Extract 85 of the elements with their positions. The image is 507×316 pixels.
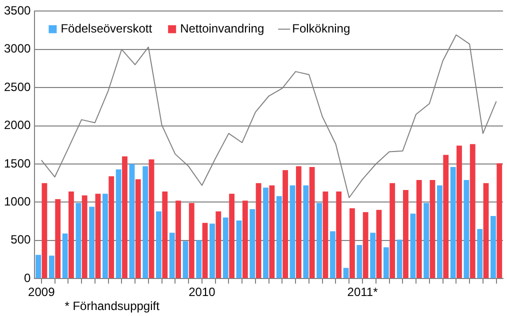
bar: [322, 192, 328, 278]
bar: [470, 144, 476, 278]
bar: [290, 185, 296, 278]
bar: [390, 183, 396, 278]
bar: [456, 146, 462, 278]
bar: [350, 208, 355, 278]
bar: [210, 224, 215, 278]
bar: [396, 240, 402, 278]
bar: [236, 220, 242, 278]
bar: [424, 202, 430, 278]
bar: [229, 194, 234, 278]
bar: [216, 211, 222, 278]
y-tick-label: 500: [10, 232, 32, 247]
bar: [142, 166, 148, 278]
bar: [82, 195, 88, 278]
bar: [242, 200, 248, 278]
bar: [36, 254, 42, 278]
bar: [450, 167, 456, 278]
y-tick-label: 1500: [4, 156, 32, 170]
bar: [169, 232, 175, 278]
legend-label: Nettoinvandring: [180, 22, 264, 36]
y-tick-label: 3500: [4, 4, 32, 18]
y-tick-label: 1000: [4, 194, 32, 209]
bar: [336, 192, 342, 278]
x-tick-label: 2010: [188, 285, 216, 300]
bar: [108, 176, 114, 278]
bar: [89, 206, 95, 278]
bar: [496, 163, 502, 278]
bar: [62, 234, 68, 278]
bar: [263, 188, 268, 278]
bar: [95, 194, 101, 278]
bar: [356, 244, 362, 278]
bar: [296, 166, 302, 278]
legend-label: Folkökning: [292, 22, 350, 36]
bar: [55, 199, 61, 278]
bar: [403, 190, 408, 278]
bar: [282, 170, 288, 278]
bar: [316, 202, 322, 278]
bar: [276, 196, 282, 278]
y-tick-label: 2500: [4, 80, 32, 94]
y-tick-label: 3000: [4, 42, 32, 56]
bar: [362, 212, 368, 278]
bar: [42, 183, 48, 278]
y-tick-label: 0: [24, 270, 32, 285]
x-tick-label: 2009: [28, 285, 56, 300]
bar: [269, 185, 275, 278]
bar: [477, 228, 483, 278]
bar: [370, 232, 376, 278]
bar: [443, 154, 449, 278]
bar: [48, 256, 54, 278]
bar: [188, 202, 194, 278]
bar: [256, 183, 262, 278]
bar: [464, 180, 470, 278]
bar: [122, 156, 128, 278]
bar: [343, 268, 349, 278]
text: * Förhandsuppgift: [64, 299, 160, 313]
x-tick-label: 2011*: [347, 285, 378, 300]
bar: [490, 216, 496, 278]
legend-label: Födelseöverskott: [60, 22, 153, 36]
bar: [148, 159, 154, 278]
bar: [156, 211, 162, 278]
bar: [330, 231, 336, 278]
bar: [383, 247, 389, 278]
y-tick-label: 2000: [4, 118, 32, 132]
bar: [309, 167, 315, 278]
bar: [182, 241, 188, 278]
bar: [222, 217, 228, 278]
bar: [102, 194, 108, 278]
bar: [376, 210, 382, 278]
bar: [129, 164, 135, 278]
bar: [410, 214, 416, 278]
bar: [430, 180, 436, 278]
bar: [135, 179, 141, 278]
bar: [116, 169, 122, 278]
bar: [416, 180, 422, 278]
bar: [483, 183, 489, 278]
bar: [437, 185, 442, 278]
bar: [250, 209, 256, 278]
bar: [76, 202, 82, 278]
bar: [162, 192, 168, 278]
bar: [176, 200, 181, 278]
bar: [196, 240, 202, 278]
bar: [303, 185, 309, 278]
bar: [202, 222, 208, 278]
bar: [68, 192, 74, 278]
